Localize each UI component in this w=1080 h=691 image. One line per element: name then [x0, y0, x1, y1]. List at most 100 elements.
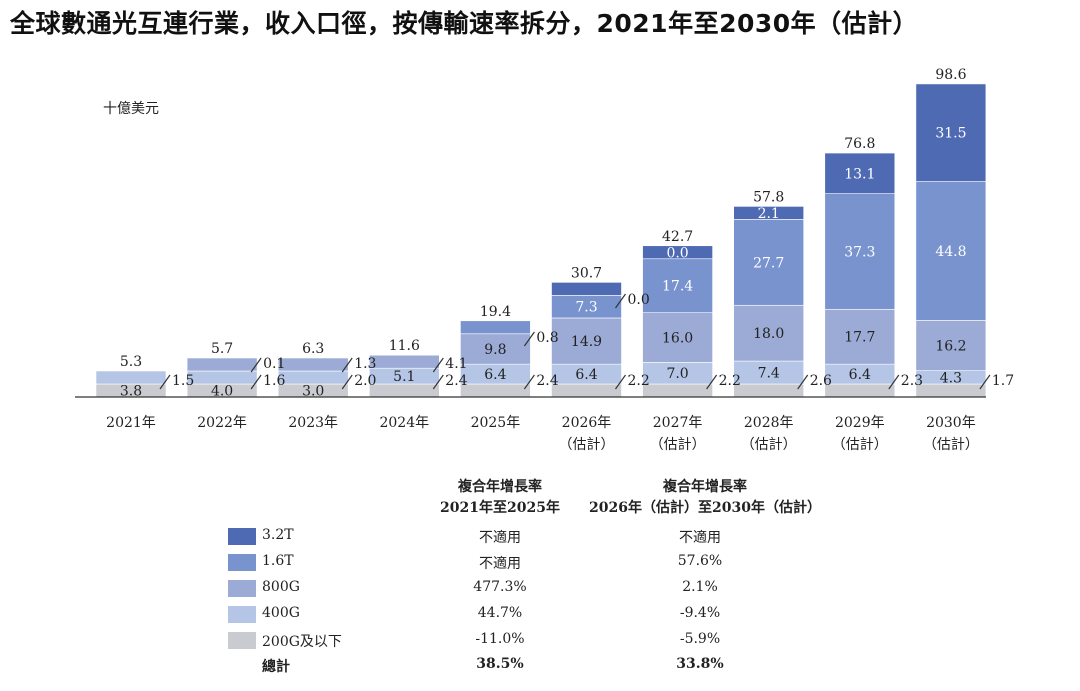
cagr-800g-2026-2030: 2.1%: [682, 579, 718, 595]
segment-label-9-4: 31.5: [935, 126, 966, 142]
cagr-header-2-line1: 複合年增長率: [663, 479, 747, 495]
legend-swatch-400g: [228, 606, 256, 623]
legend-label-400g: 400G: [262, 605, 300, 621]
x-tick-label-2030年: 2030年: [926, 415, 976, 431]
legend-label-1-6t: 1.6T: [262, 553, 294, 569]
segment-label-4-2: 9.8: [484, 342, 506, 358]
bar-segment-5-2027年: [642, 245, 713, 260]
legend-label-3-2t: 3.2T: [262, 527, 294, 543]
x-tick-label-2021年: 2021年: [106, 415, 156, 431]
bar-segment-5-2029年: [824, 152, 896, 194]
x-tick-label-2022年: 2022年: [197, 415, 247, 431]
legend-swatch-800g: [228, 580, 256, 597]
bar-segment-2-2021年: [95, 370, 167, 385]
segment-label-1-0: 4.0: [211, 384, 233, 400]
cagr-total-2021-2025: 38.5%: [476, 656, 524, 672]
cagr-header-1-line2: 2021年至2025年: [440, 500, 560, 516]
page-title: 全球數通光互連行業，收入口徑，按傳輸速率拆分，2021年至2030年（估計）: [10, 9, 919, 38]
bar-segment-1-2026年: [551, 383, 622, 398]
bar-segment-1-2027年: [642, 383, 713, 398]
x-tick-label-2024年: 2024年: [379, 415, 429, 431]
segment-label-9-3: 44.8: [935, 244, 966, 260]
bar-segment-3-2028年: [733, 304, 805, 362]
cagr-1-6t-2026-2030: 57.6%: [677, 553, 723, 569]
leader-line-10: [615, 293, 626, 309]
bar-segment-3-2026年: [551, 317, 622, 365]
segment-label-0-0: 3.8: [120, 384, 142, 400]
segment-label-6-3: 17.4: [662, 279, 693, 295]
bar-segment-1-2025年: [460, 383, 531, 398]
leader-line-5: [432, 374, 444, 390]
total-label-2022年: 5.7: [211, 341, 233, 357]
total-label-2027年: 42.7: [662, 229, 693, 245]
bar-segment-3-2022年: [186, 357, 258, 372]
cagr-400g-2021-2025: 44.7%: [477, 605, 523, 621]
segment-label-2-0: 3.0: [302, 384, 324, 400]
side-label-0: 1.5: [172, 373, 194, 389]
bar-segment-4-2028年: [733, 219, 805, 306]
leader-line-1: [250, 374, 262, 390]
segment-label-6-1: 7.0: [666, 366, 688, 382]
chart-layer: 十億美元 5.3 2021年 5.7 2022年 6.3 2023年 11.6 2024年 19.…: [75, 67, 1014, 453]
x-tick-label-2029年: 2029年: [835, 415, 885, 431]
leader-line-7: [523, 374, 535, 390]
leader-line-3: [341, 374, 353, 390]
cagr-200g-2026-2030: -5.9%: [679, 631, 721, 647]
total-label-2029年: 76.8: [844, 136, 875, 152]
bar-segment-5-2028年: [733, 206, 805, 220]
segment-label-3-1: 5.1: [393, 369, 415, 385]
leader-line-13: [888, 374, 900, 390]
segment-label-7-4: 2.1: [758, 206, 780, 222]
legend-swatch-1-6t: [228, 554, 256, 571]
bar-segment-5-2026年: [551, 282, 622, 296]
segment-label-4-1: 6.4: [484, 367, 506, 383]
bar-segment-3-2027年: [642, 312, 713, 363]
side-label-13: 2.3: [901, 373, 923, 389]
side-label-5: 2.4: [445, 373, 467, 389]
bar-segment-2-2022年: [186, 370, 258, 385]
side-label-12: 2.6: [810, 373, 832, 389]
x-tick-label-2025年: 2025年: [471, 415, 521, 431]
segment-label-7-3: 27.7: [753, 255, 784, 271]
bar-segment-3-2023年: [277, 357, 349, 372]
leader-line-14: [979, 374, 991, 390]
segment-label-9-2: 16.2: [935, 339, 966, 355]
segment-label-7-2: 18.0: [753, 326, 784, 342]
x-tick-label-2026年: 2026年: [562, 415, 612, 431]
bar-segment-2-2023年: [277, 370, 349, 385]
leader-line-12: [797, 374, 809, 390]
cagr-1-6t-2021-2025: 不適用: [479, 556, 521, 572]
bar-segment-3-2030年: [915, 320, 987, 371]
total-label-2025年: 19.4: [480, 304, 511, 320]
bar-segment-4-2025年: [460, 320, 531, 335]
x-tick-sublabel-2026年: （估計）: [559, 437, 615, 453]
legend-label-200g: 200G及以下: [262, 634, 342, 650]
leader-line-6: [432, 357, 444, 373]
segment-label-5-2: 14.9: [571, 334, 602, 350]
side-label-10: 0.0: [628, 292, 650, 308]
cagr-total-2026-2030: 33.8%: [676, 656, 724, 672]
leader-line-11: [706, 374, 718, 390]
segment-label-7-1: 7.4: [758, 366, 780, 382]
x-tick-sublabel-2030年: （估計）: [923, 437, 979, 453]
segment-label-6-4: 0.0: [666, 245, 688, 261]
side-label-2: 0.1: [263, 356, 285, 372]
cagr-3-2t-2021-2025: 不適用: [479, 530, 521, 546]
segment-label-8-3: 37.3: [844, 244, 875, 260]
bar-segment-3-2029年: [824, 308, 896, 365]
side-label-14: 1.7: [992, 373, 1014, 389]
total-label-2030年: 98.6: [935, 67, 966, 83]
total-label-2024年: 11.6: [389, 338, 420, 354]
side-label-7: 2.4: [536, 373, 558, 389]
bar-segment-1-2029年: [824, 383, 896, 398]
stacked-bar-chart: 十億美元 5.3 2021年 5.7 2022年 6.3 2023年 11.6 2024年 19.…: [75, 67, 1014, 453]
cagr-800g-2021-2025: 477.3%: [473, 579, 527, 595]
x-tick-label-2027年: 2027年: [653, 415, 703, 431]
total-label-2023年: 6.3: [302, 341, 324, 357]
x-tick-label-2023年: 2023年: [288, 415, 338, 431]
cagr-200g-2021-2025: -11.0%: [475, 631, 525, 647]
total-label-2021年: 5.3: [120, 354, 142, 370]
segment-label-5-3: 7.3: [575, 300, 597, 316]
bar-segment-4-2027年: [642, 258, 713, 314]
x-tick-label-2028年: 2028年: [744, 415, 794, 431]
